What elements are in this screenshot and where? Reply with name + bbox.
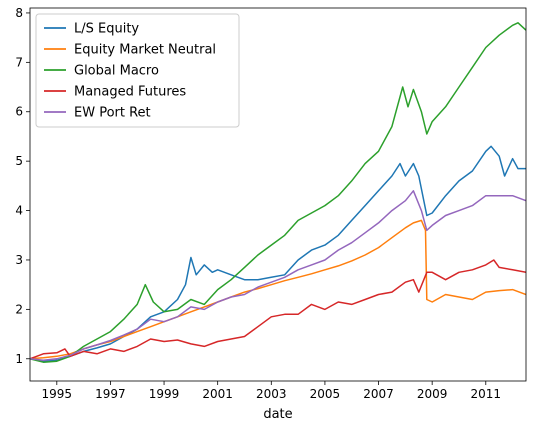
- x-tick-label: 2009: [417, 387, 448, 401]
- x-tick-label: 1997: [95, 387, 126, 401]
- plot-frame: [29, 7, 527, 382]
- x-tick-label: 2007: [363, 387, 394, 401]
- y-tick-label: 6: [15, 105, 23, 119]
- series-line-4: [30, 259, 526, 360]
- legend-label: L/S Equity: [74, 22, 139, 37]
- series-line-1: [30, 145, 526, 362]
- legend-label: Global Macro: [74, 64, 159, 79]
- y-tick-label: 1: [15, 352, 23, 366]
- series-line-5: [30, 190, 526, 362]
- y-axis: 1 2 3 4 5 6 7 8: [15, 6, 30, 366]
- x-axis: 1995 1997 1999 2001 2003 2005 2007 2009 2011: [42, 381, 502, 401]
- y-tick-label: 3: [15, 253, 23, 267]
- y-tick-label: 8: [15, 6, 23, 20]
- legend: L/S Equity Equity Market Neutral Global Ma…: [35, 13, 240, 128]
- legend-label: Managed Futures: [74, 85, 186, 100]
- y-tick-label: 5: [15, 154, 23, 168]
- x-tick-label: 1999: [149, 387, 180, 401]
- x-tick-label: 2001: [202, 387, 233, 401]
- legend-box: [35, 13, 240, 128]
- series-layer: [30, 22, 526, 363]
- y-tick-label: 2: [15, 302, 23, 316]
- legend-label: Equity Market Neutral: [74, 43, 216, 58]
- x-tick-label: 2005: [310, 387, 341, 401]
- x-tick-label: 1995: [42, 387, 73, 401]
- x-axis-title: date: [263, 407, 292, 422]
- x-tick-label: 2011: [471, 387, 502, 401]
- series-line-2: [30, 219, 526, 360]
- x-tick-label: 2003: [256, 387, 287, 401]
- series-line-3: [30, 22, 526, 363]
- legend-label: EW Port Ret: [74, 106, 151, 121]
- y-tick-label: 4: [15, 204, 23, 218]
- y-tick-label: 7: [15, 55, 23, 69]
